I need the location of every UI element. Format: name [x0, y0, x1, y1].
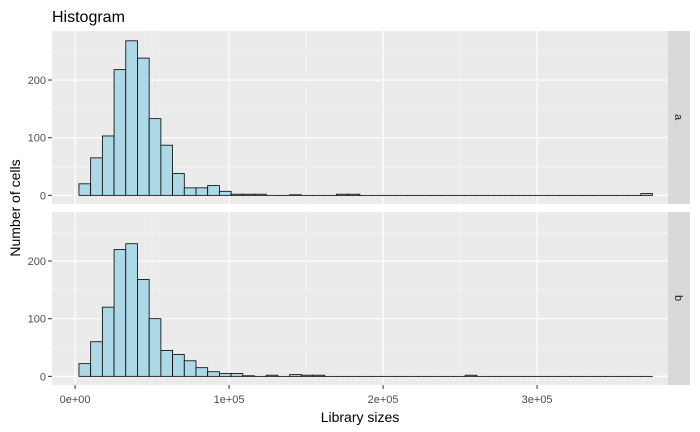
- histogram-bar: [101, 135, 115, 196]
- bars-a: [78, 40, 653, 196]
- histogram-bar: [312, 374, 326, 377]
- y-tick-label-b-0: 0: [40, 371, 46, 383]
- histogram-bar: [113, 69, 127, 196]
- x-ticks: [74, 385, 538, 389]
- x-tick-labels: 0e+00 1e+05 2e+05 3e+05: [60, 394, 553, 406]
- histogram-bar: [254, 193, 267, 196]
- strip-label-a: a: [672, 114, 684, 121]
- histogram-bar: [125, 40, 138, 196]
- histogram-bar: [195, 367, 209, 377]
- histogram-bar: [78, 363, 92, 377]
- x-tick-label-0: 0e+00: [60, 394, 91, 406]
- histogram-bar: [195, 187, 209, 196]
- x-axis-title: Library sizes: [321, 409, 400, 425]
- histogram-bar: [90, 341, 103, 377]
- facet-panel-a: a: [52, 31, 690, 204]
- x-tick-label-3: 3e+05: [522, 394, 553, 406]
- histogram-bar: [183, 360, 197, 377]
- histogram-bar: [230, 373, 244, 377]
- strip-label-b: b: [672, 295, 684, 301]
- histogram-bar: [160, 349, 173, 377]
- histogram-bar: [218, 190, 232, 196]
- bars-b: [78, 243, 653, 377]
- histogram-bar: [230, 193, 244, 196]
- histogram-bar: [113, 249, 127, 377]
- histogram-bar: [464, 374, 478, 377]
- chart-title: Histogram: [52, 9, 125, 26]
- y-axis-title: Number of cells: [7, 159, 23, 256]
- histogram-bar: [172, 354, 185, 377]
- facet-panel-b: b: [52, 212, 690, 385]
- histogram-bar: [172, 173, 185, 196]
- y-tick-label-a-200: 200: [28, 75, 46, 87]
- histogram-bar: [640, 193, 653, 196]
- histogram-bar: [347, 193, 361, 196]
- histogram-bar: [207, 371, 220, 377]
- strip-background-b: [668, 212, 690, 385]
- histogram-bar: [125, 243, 138, 377]
- histogram-bar: [101, 306, 115, 377]
- histogram-bar: [90, 157, 103, 196]
- histogram-bar: [289, 374, 302, 377]
- histogram-bar: [207, 185, 220, 196]
- histogram-bar: [218, 373, 232, 377]
- histogram-bar: [336, 193, 349, 196]
- histogram-bar: [148, 318, 162, 377]
- y-tick-labels-b: 0 100 200: [28, 256, 46, 383]
- x-tick-label-2: 2e+05: [368, 394, 399, 406]
- histogram-bar: [183, 187, 197, 196]
- y-tick-label-a-0: 0: [40, 190, 46, 202]
- x-tick-label-1: 1e+05: [214, 394, 245, 406]
- histogram-bar: [137, 57, 150, 196]
- histogram-bar: [289, 194, 302, 196]
- histogram-bar: [242, 193, 255, 196]
- histogram-bar: [265, 374, 279, 377]
- histogram-bar: [160, 144, 173, 196]
- strip-background-a: [668, 31, 690, 204]
- y-tick-label-a-100: 100: [28, 133, 46, 145]
- histogram-bar: [300, 374, 314, 377]
- histogram-bar: [137, 279, 150, 377]
- histogram-bar: [242, 375, 255, 377]
- histogram-bar: [78, 183, 92, 196]
- histogram-bar: [148, 118, 162, 196]
- y-tick-label-b-200: 200: [28, 256, 46, 268]
- y-tick-labels-a: 0 100 200: [28, 75, 46, 202]
- y-tick-label-b-100: 100: [28, 314, 46, 326]
